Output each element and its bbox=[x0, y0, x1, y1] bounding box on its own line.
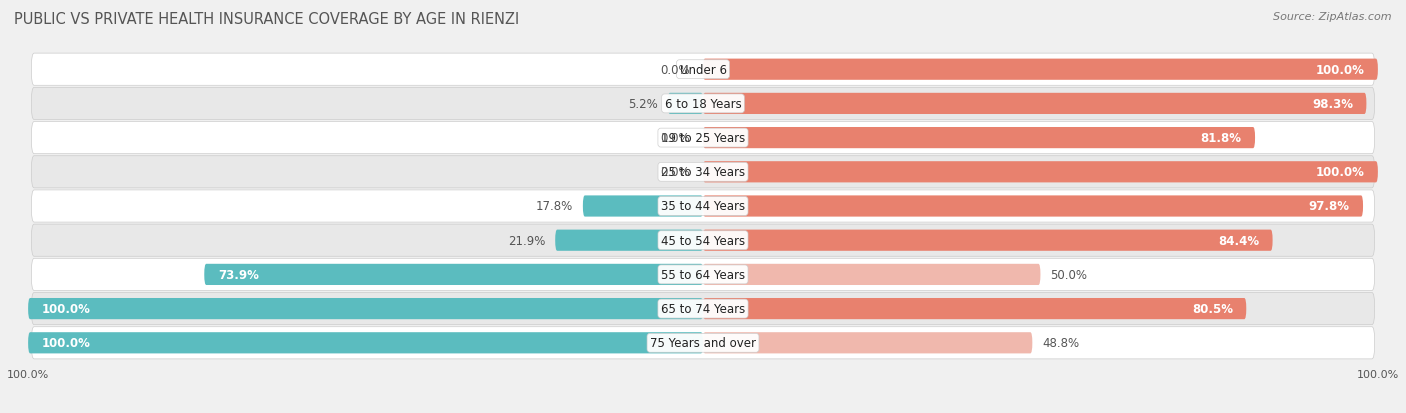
FancyBboxPatch shape bbox=[31, 88, 1375, 120]
Text: 19 to 25 Years: 19 to 25 Years bbox=[661, 132, 745, 145]
FancyBboxPatch shape bbox=[31, 327, 1375, 359]
Text: 75 Years and over: 75 Years and over bbox=[650, 337, 756, 349]
Text: PUBLIC VS PRIVATE HEALTH INSURANCE COVERAGE BY AGE IN RIENZI: PUBLIC VS PRIVATE HEALTH INSURANCE COVER… bbox=[14, 12, 519, 27]
Text: 0.0%: 0.0% bbox=[659, 64, 689, 76]
Text: Source: ZipAtlas.com: Source: ZipAtlas.com bbox=[1274, 12, 1392, 22]
FancyBboxPatch shape bbox=[703, 332, 1032, 354]
FancyBboxPatch shape bbox=[31, 225, 1375, 256]
Text: 100.0%: 100.0% bbox=[1316, 166, 1364, 179]
FancyBboxPatch shape bbox=[31, 293, 1375, 325]
FancyBboxPatch shape bbox=[703, 298, 1246, 319]
Text: 100.0%: 100.0% bbox=[42, 337, 90, 349]
Text: 100.0%: 100.0% bbox=[1316, 64, 1364, 76]
Text: 65 to 74 Years: 65 to 74 Years bbox=[661, 302, 745, 316]
Text: 0.0%: 0.0% bbox=[659, 166, 689, 179]
FancyBboxPatch shape bbox=[555, 230, 703, 251]
Text: 55 to 64 Years: 55 to 64 Years bbox=[661, 268, 745, 281]
FancyBboxPatch shape bbox=[703, 59, 1378, 81]
Text: 73.9%: 73.9% bbox=[218, 268, 259, 281]
Text: 45 to 54 Years: 45 to 54 Years bbox=[661, 234, 745, 247]
FancyBboxPatch shape bbox=[31, 122, 1375, 154]
Text: 0.0%: 0.0% bbox=[659, 132, 689, 145]
FancyBboxPatch shape bbox=[703, 264, 1040, 285]
FancyBboxPatch shape bbox=[28, 298, 703, 319]
FancyBboxPatch shape bbox=[31, 54, 1375, 86]
Text: 80.5%: 80.5% bbox=[1192, 302, 1233, 316]
Text: 6 to 18 Years: 6 to 18 Years bbox=[665, 97, 741, 111]
FancyBboxPatch shape bbox=[31, 157, 1375, 188]
Text: Under 6: Under 6 bbox=[679, 64, 727, 76]
Text: 98.3%: 98.3% bbox=[1312, 97, 1353, 111]
Text: 81.8%: 81.8% bbox=[1201, 132, 1241, 145]
FancyBboxPatch shape bbox=[204, 264, 703, 285]
Text: 100.0%: 100.0% bbox=[42, 302, 90, 316]
FancyBboxPatch shape bbox=[703, 94, 1367, 115]
Text: 50.0%: 50.0% bbox=[1050, 268, 1088, 281]
FancyBboxPatch shape bbox=[668, 94, 703, 115]
FancyBboxPatch shape bbox=[583, 196, 703, 217]
FancyBboxPatch shape bbox=[31, 259, 1375, 291]
FancyBboxPatch shape bbox=[703, 230, 1272, 251]
Text: 48.8%: 48.8% bbox=[1042, 337, 1080, 349]
Text: 5.2%: 5.2% bbox=[628, 97, 658, 111]
Text: 21.9%: 21.9% bbox=[508, 234, 546, 247]
Text: 84.4%: 84.4% bbox=[1218, 234, 1260, 247]
Text: 35 to 44 Years: 35 to 44 Years bbox=[661, 200, 745, 213]
FancyBboxPatch shape bbox=[703, 128, 1256, 149]
FancyBboxPatch shape bbox=[703, 162, 1378, 183]
Text: 97.8%: 97.8% bbox=[1309, 200, 1350, 213]
FancyBboxPatch shape bbox=[28, 332, 703, 354]
FancyBboxPatch shape bbox=[703, 196, 1362, 217]
Text: 17.8%: 17.8% bbox=[536, 200, 572, 213]
FancyBboxPatch shape bbox=[31, 190, 1375, 223]
Text: 25 to 34 Years: 25 to 34 Years bbox=[661, 166, 745, 179]
